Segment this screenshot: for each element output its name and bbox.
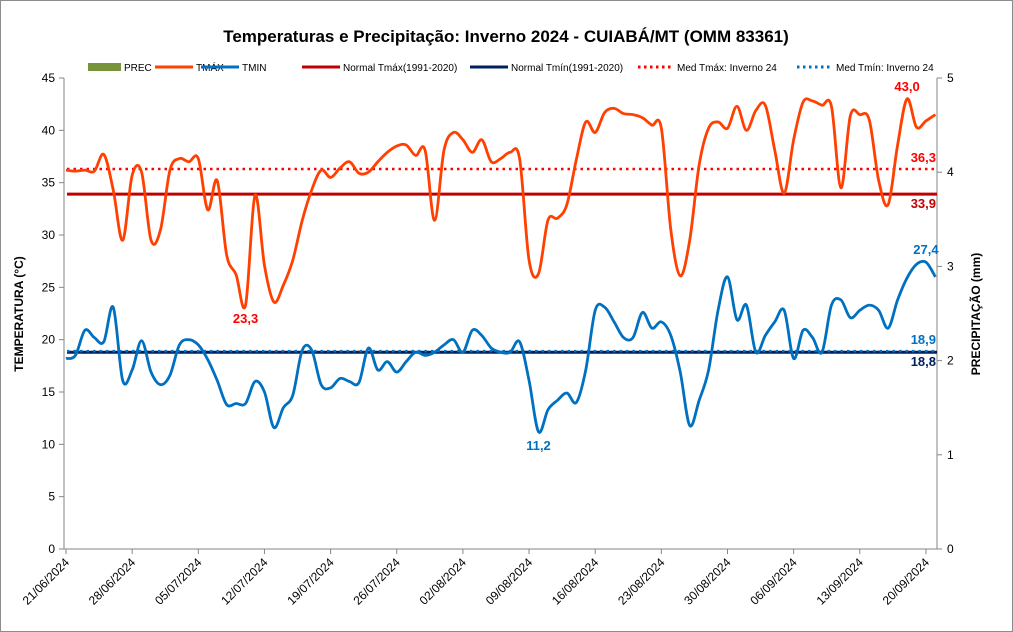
- data-label: 43,0: [894, 79, 919, 94]
- legend-label: Med Tmín: Inverno 24: [836, 63, 934, 74]
- series-line-tmin: [65, 259, 937, 434]
- data-label: 11,2: [526, 438, 551, 453]
- reference-value-label: 33,9: [911, 196, 936, 211]
- x-tick-label: 23/08/2024: [615, 555, 668, 608]
- legend: PRECTMÁXTMINNormal Tmáx(1991-2020)Normal…: [88, 61, 934, 74]
- y2-tick-label: 2: [947, 354, 954, 368]
- data-label: 23,3: [233, 311, 258, 326]
- y2-tick-label: 3: [947, 259, 954, 273]
- legend-label: Normal Tmín(1991-2020): [511, 63, 623, 74]
- x-tick-label: 13/09/2024: [814, 555, 867, 608]
- x-tick-label: 09/08/2024: [483, 555, 536, 608]
- y-tick-label: 25: [42, 280, 56, 294]
- y2-tick-label: 5: [947, 71, 954, 85]
- chart-title: Temperaturas e Precipitação: Inverno 202…: [223, 27, 789, 46]
- y-tick-label: 0: [48, 542, 55, 556]
- y-tick-label: 45: [42, 71, 56, 85]
- x-tick-label: 12/07/2024: [218, 555, 271, 608]
- x-tick-label: 26/07/2024: [351, 555, 404, 608]
- x-tick-label: 06/09/2024: [747, 555, 800, 608]
- series-line-tmax: [65, 97, 937, 310]
- x-tick-label: 20/09/2024: [880, 555, 933, 608]
- legend-label: Normal Tmáx(1991-2020): [343, 63, 457, 74]
- legend-label: PREC: [124, 63, 152, 74]
- x-tick-label: 21/06/2024: [20, 555, 73, 608]
- y-tick-label: 15: [42, 385, 56, 399]
- legend-swatch-prec: [88, 63, 121, 71]
- y2-tick-label: 1: [947, 448, 954, 462]
- x-tick-label: 19/07/2024: [284, 555, 337, 608]
- y-tick-label: 5: [48, 490, 55, 504]
- x-tick-label: 30/08/2024: [681, 555, 734, 608]
- legend-label: Med Tmáx: Inverno 24: [677, 63, 777, 74]
- y2-tick-label: 4: [947, 165, 954, 179]
- y-tick-label: 30: [42, 228, 56, 242]
- legend-label: TMIN: [242, 63, 266, 74]
- y-axis-label: TEMPERATURA (°C): [12, 256, 26, 371]
- reference-value-label: 18,9: [911, 332, 936, 347]
- x-tick-label: 28/06/2024: [86, 555, 139, 608]
- x-tick-label: 16/08/2024: [549, 555, 602, 608]
- chart-marks: 33,9 18,8 36,3 18,9 23,3 43,0 11,2 27,4: [65, 79, 939, 453]
- y-tick-label: 35: [42, 176, 56, 190]
- y-tick-label: 20: [42, 333, 56, 347]
- reference-value-label: 18,8: [911, 354, 936, 369]
- x-tick-label: 02/08/2024: [417, 555, 470, 608]
- x-tick-label: 05/07/2024: [152, 555, 205, 608]
- y-tick-label: 40: [42, 123, 56, 137]
- data-label: 27,4: [913, 242, 939, 257]
- y2-tick-label: 0: [947, 542, 954, 556]
- y2-axis-label: PRECIPITAÇÃO (mm): [968, 253, 983, 375]
- y-tick-label: 10: [42, 437, 56, 451]
- reference-value-label: 36,3: [911, 150, 936, 165]
